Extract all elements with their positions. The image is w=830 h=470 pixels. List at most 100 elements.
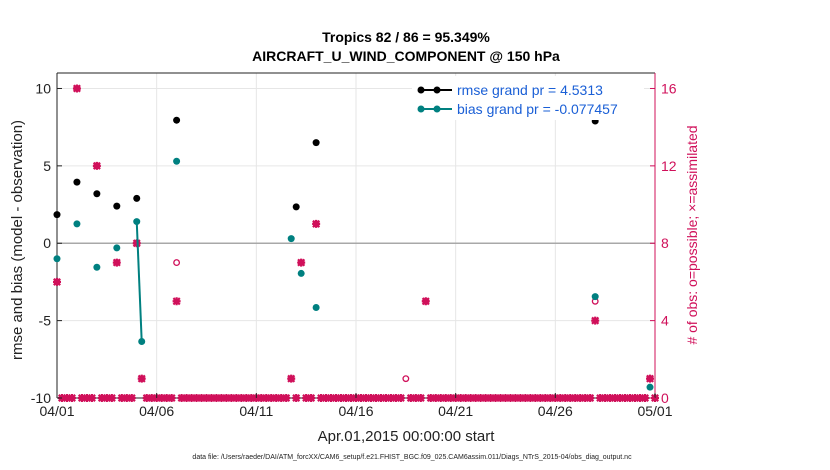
y-tick-label: -5 bbox=[39, 313, 52, 329]
obs-zero-marker bbox=[207, 394, 216, 402]
x-tick-label: 04/06 bbox=[139, 403, 174, 419]
obs-assimilated-marker bbox=[72, 84, 81, 93]
obs-zero-marker bbox=[431, 394, 440, 402]
obs-zero-marker bbox=[586, 394, 595, 402]
obs-zero-marker bbox=[611, 394, 620, 402]
obs-zero-marker bbox=[506, 394, 515, 402]
obs-zero-marker bbox=[536, 394, 545, 402]
obs-zero-marker bbox=[561, 394, 570, 402]
obs-zero-marker bbox=[491, 394, 500, 402]
obs-zero-marker bbox=[426, 394, 435, 402]
obs-zero-marker bbox=[391, 394, 400, 402]
obs-zero-marker bbox=[167, 394, 176, 402]
obs-possible-marker bbox=[173, 259, 181, 267]
obs-zero-marker bbox=[77, 394, 86, 402]
grid-lines bbox=[56, 73, 656, 399]
rmse-point bbox=[312, 139, 320, 147]
obs-zero-marker bbox=[232, 394, 241, 402]
obs-zero-marker bbox=[107, 394, 116, 402]
obs-zero-marker bbox=[307, 394, 316, 402]
obs-zero-marker bbox=[317, 394, 326, 402]
x-tick-label: 04/11 bbox=[239, 403, 273, 419]
obs-zero-marker bbox=[476, 394, 485, 402]
obs-assimilated-marker bbox=[287, 374, 296, 383]
obs-assimilated-marker bbox=[53, 277, 61, 286]
obs-zero-marker bbox=[376, 394, 385, 402]
bias-point bbox=[297, 269, 305, 277]
bias-point bbox=[53, 255, 61, 263]
obs-zero-marker bbox=[461, 394, 470, 402]
obs-zero-marker bbox=[496, 394, 505, 402]
obs-zero-marker bbox=[446, 394, 455, 402]
obs-zero-marker bbox=[347, 394, 356, 402]
chart-subtitle: AIRCRAFT_U_WIND_COMPONENT @ 150 hPa bbox=[252, 48, 560, 64]
obs-zero-marker bbox=[147, 394, 156, 402]
obs-zero-marker bbox=[386, 394, 395, 402]
obs-zero-marker bbox=[277, 394, 286, 402]
y-tick-label: 0 bbox=[43, 235, 51, 251]
x-axis-label: Apr.01,2015 00:00:00 start bbox=[318, 428, 496, 445]
obs-zero-marker bbox=[626, 394, 635, 402]
x-tick-label: 04/21 bbox=[438, 403, 473, 419]
x-tick-label: 05/01 bbox=[637, 403, 672, 419]
obs-zero-marker bbox=[601, 394, 610, 402]
obs-zero-marker bbox=[361, 394, 370, 402]
y-right-tick-label: 8 bbox=[661, 235, 669, 251]
obs-zero-marker bbox=[531, 394, 540, 402]
obs-zero-marker bbox=[546, 394, 555, 402]
obs-zero-marker bbox=[411, 394, 420, 402]
obs-zero-marker bbox=[102, 394, 111, 402]
obs-zero-marker bbox=[177, 394, 186, 402]
obs-zero-marker bbox=[606, 394, 615, 402]
y-right-tick-label: 0 bbox=[661, 390, 669, 406]
rmse-point bbox=[292, 203, 300, 211]
obs-zero-marker bbox=[322, 394, 331, 402]
obs-zero-marker bbox=[366, 394, 375, 402]
obs-zero-marker bbox=[97, 394, 106, 402]
obs-zero-marker bbox=[436, 394, 445, 402]
obs-zero-marker bbox=[157, 394, 166, 402]
obs-zero-marker bbox=[481, 394, 490, 402]
legend-marker bbox=[417, 86, 425, 94]
rmse-point bbox=[133, 194, 141, 202]
x-tick-label: 04/01 bbox=[39, 403, 74, 419]
y-right-tick-label: 12 bbox=[661, 158, 677, 174]
obs-zero-marker bbox=[267, 394, 276, 402]
obs-zero-marker bbox=[182, 394, 191, 402]
obs-zero-marker bbox=[636, 394, 645, 402]
bias-point bbox=[93, 263, 101, 271]
obs-zero-marker bbox=[82, 394, 91, 402]
obs-zero-marker bbox=[332, 394, 341, 402]
obs-zero-marker bbox=[282, 394, 291, 402]
obs-zero-marker bbox=[67, 394, 76, 402]
chart-title: Tropics 82 / 86 = 95.349% bbox=[322, 29, 490, 45]
obs-zero-marker bbox=[511, 394, 520, 402]
obs-zero-marker bbox=[466, 394, 475, 402]
bias-point bbox=[646, 383, 654, 391]
legend-marker bbox=[433, 86, 441, 94]
y-tick-label: 10 bbox=[35, 80, 51, 96]
obs-assimilated-marker bbox=[112, 258, 121, 267]
obs-zero-marker bbox=[247, 394, 256, 402]
obs-zero-marker bbox=[292, 394, 301, 402]
obs-zero-marker bbox=[641, 394, 650, 402]
axis-ticks: 04/01 04/06 04/11 04/16 04/21 04/26 05/01 -10 -5… bbox=[31, 80, 677, 419]
rmse-point bbox=[113, 202, 121, 210]
rmse-point bbox=[53, 211, 61, 219]
bias-point bbox=[287, 235, 295, 243]
obs-assimilated-marker bbox=[92, 161, 101, 170]
obs-possible-marker bbox=[402, 375, 410, 383]
obs-zero-marker bbox=[381, 394, 390, 402]
obs-zero-marker bbox=[486, 394, 495, 402]
y-right-tick-label: 4 bbox=[661, 313, 669, 329]
legend-box bbox=[412, 76, 644, 120]
obs-assimilated-marker bbox=[137, 374, 146, 383]
obs-zero-marker bbox=[187, 394, 196, 402]
bias-point bbox=[173, 157, 181, 165]
obs-zero-marker bbox=[142, 394, 151, 402]
obs-zero-marker bbox=[541, 394, 550, 402]
obs-assimilated-marker bbox=[646, 374, 655, 383]
legend-rmse-label: rmse grand pr = 4.5313 bbox=[457, 82, 603, 98]
legend-marker bbox=[433, 105, 441, 113]
obs-zero-marker bbox=[576, 394, 585, 402]
